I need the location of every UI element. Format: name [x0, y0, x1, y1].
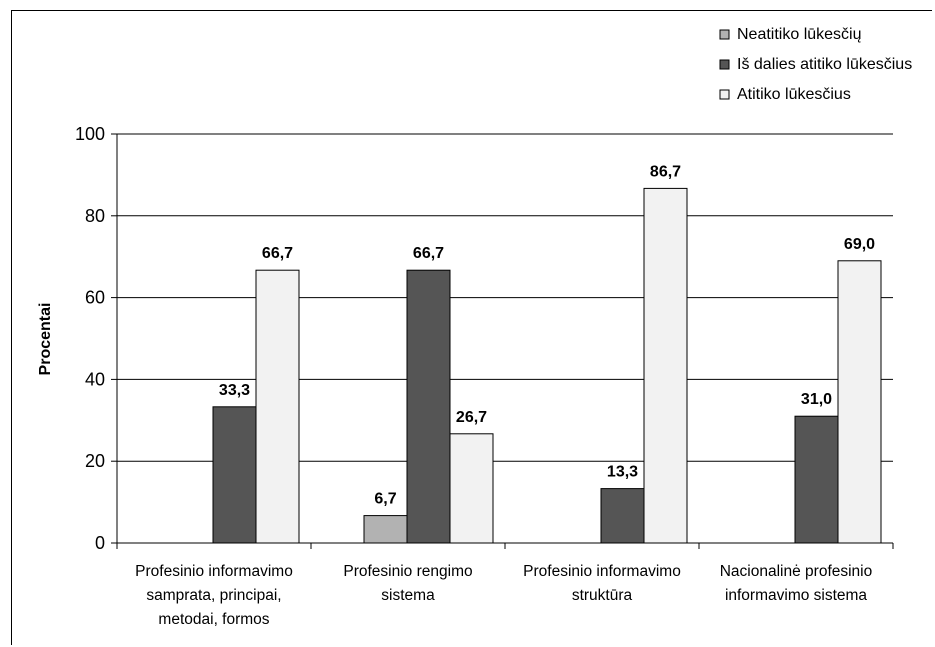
- legend-label: Iš dalies atitiko lūkesčius: [737, 56, 912, 73]
- data-label: 26,7: [456, 409, 487, 426]
- bar: [449, 433, 494, 544]
- legend-swatch: [719, 29, 730, 40]
- category-label-line: Profesinio informavimo: [523, 563, 681, 580]
- y-tick-label: 100: [75, 124, 105, 144]
- y-tick-label: 60: [85, 288, 105, 308]
- legend: Neatitiko lūkesčių Iš dalies atitiko lūke…: [719, 26, 912, 103]
- legend-label: Neatitiko lūkesčių: [737, 26, 862, 43]
- legend-swatch: [719, 59, 730, 70]
- bar: [255, 269, 300, 544]
- category-label: Profesinio informavimo struktūra: [523, 563, 681, 604]
- bar: [600, 488, 645, 544]
- category-label-line: Nacionalinė profesinio: [720, 563, 873, 580]
- category-label-line: struktūra: [572, 587, 633, 604]
- data-label: 66,7: [262, 245, 293, 262]
- category-label-line: metodai, formos: [158, 611, 269, 628]
- bar: [837, 260, 882, 544]
- legend-label: Atitiko lūkesčius: [737, 86, 851, 103]
- y-axis-title: Procentai: [37, 303, 54, 376]
- data-label: 33,3: [219, 382, 250, 399]
- category-label: Profesinio informavimo samprata, principa…: [135, 563, 293, 628]
- data-label: 31,0: [801, 391, 832, 408]
- bars: [212, 187, 882, 544]
- category-label: Nacionalinė profesinio informavimo sistem…: [720, 563, 873, 604]
- data-label: 66,7: [413, 245, 444, 262]
- axes: [111, 133, 894, 549]
- y-tick-label: 40: [85, 369, 105, 389]
- y-tick-label: 20: [85, 451, 105, 471]
- y-tick-label: 0: [95, 533, 105, 553]
- chart-frame: [11, 10, 932, 645]
- data-label: 69,0: [844, 236, 875, 253]
- bar: [643, 187, 688, 544]
- category-label-line: Profesinio informavimo: [135, 563, 293, 580]
- bar: [794, 415, 839, 544]
- bar: [363, 515, 408, 544]
- category-label-line: samprata, principai,: [146, 587, 281, 604]
- category-label: Profesinio rengimo sistema: [343, 563, 472, 604]
- category-label-line: informavimo sistema: [725, 587, 867, 604]
- y-tick-label: 80: [85, 206, 105, 226]
- data-label: 13,3: [607, 464, 638, 481]
- bar: [212, 406, 257, 544]
- category-label-line: Profesinio rengimo: [343, 563, 472, 580]
- bar: [406, 269, 451, 544]
- category-label-line: sistema: [381, 587, 435, 604]
- data-label: 6,7: [374, 491, 396, 508]
- legend-swatch: [719, 89, 730, 100]
- labels: 0 20 40 60 80 100 6,7 33,3 66,7 13,3 31,0 66,7 26,7 8…: [75, 124, 875, 628]
- data-label: 86,7: [650, 163, 681, 180]
